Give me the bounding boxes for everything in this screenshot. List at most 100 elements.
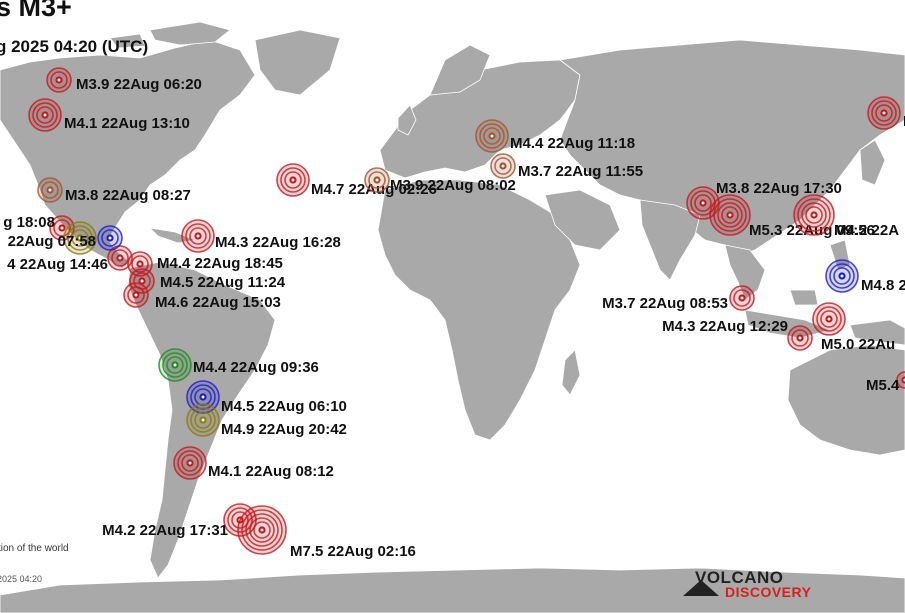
quake-ring <box>494 157 512 175</box>
quake-marker[interactable] <box>475 119 509 153</box>
quake-marker[interactable] <box>812 302 846 336</box>
quake-ring <box>53 219 71 237</box>
quake-epicenter-core <box>291 178 295 182</box>
quake-marker[interactable] <box>825 259 859 293</box>
land-masses <box>0 21 905 613</box>
quake-label[interactable]: 22Aug 07:58 <box>8 233 96 250</box>
quake-epicenter-core <box>490 134 494 138</box>
quake-marker[interactable] <box>793 194 835 236</box>
quake-label[interactable]: M4.6 22Aug 15:03 <box>155 294 281 311</box>
quake-label[interactable]: M4.3 22Aug 12:29 <box>662 318 788 335</box>
quake-marker[interactable] <box>173 446 207 480</box>
quake-marker[interactable] <box>729 285 755 311</box>
quake-label[interactable]: M3.7 22Aug 11:55 <box>518 163 643 180</box>
quake-label[interactable]: M4.4 22Aug 11:18 <box>510 135 635 152</box>
quake-label[interactable]: M4.1 22Aug 13:10 <box>64 115 190 132</box>
quake-label[interactable]: M4.2 22A <box>834 222 899 239</box>
quake-marker[interactable] <box>237 505 287 555</box>
quake-label[interactable]: M4.5 22Aug 06:10 <box>221 398 347 415</box>
quake-epicenter-core <box>196 234 200 238</box>
quake-label[interactable]: M4.3 22Aug 16:28 <box>215 234 341 251</box>
quake-label[interactable]: M4.4 22Aug 18:45 <box>157 255 283 272</box>
quake-ring <box>801 202 827 228</box>
quake-ring <box>820 310 838 328</box>
quake-marker[interactable] <box>37 177 63 203</box>
quake-marker[interactable] <box>709 194 751 236</box>
quake-ring <box>791 329 809 347</box>
quake-label[interactable]: M3.9 22Aug 08:02 <box>390 177 516 194</box>
volcano-logo-icon <box>683 580 719 596</box>
quake-marker[interactable] <box>63 221 97 255</box>
quake-ring <box>249 517 275 543</box>
quake-marker[interactable] <box>107 245 133 271</box>
quake-ring <box>479 123 505 149</box>
quake-marker[interactable] <box>158 348 192 382</box>
quake-marker[interactable] <box>490 153 516 179</box>
quake-epicenter-core <box>798 336 802 340</box>
quake-marker[interactable] <box>97 225 123 251</box>
quake-label[interactable]: M4.4 22Aug 09:36 <box>193 359 319 376</box>
quake-label[interactable]: g 18:08 <box>3 214 55 231</box>
quake-label[interactable]: M3.8 22Aug 08:27 <box>65 187 191 204</box>
quake-label[interactable]: M4.2 22Aug 17:31 <box>102 522 228 539</box>
quake-label[interactable]: M3.7 22Aug 08:53 <box>602 295 728 312</box>
quake-marker[interactable] <box>28 98 62 132</box>
quake-marker[interactable] <box>186 403 220 437</box>
quake-epicenter-core <box>375 178 379 182</box>
quake-epicenter-core <box>728 213 732 217</box>
quake-ring <box>280 167 306 193</box>
quake-epicenter-core <box>740 296 744 300</box>
indonesia <box>744 289 832 339</box>
logo-line-2: DISCOVERY <box>725 584 812 600</box>
quake-ring <box>190 407 216 433</box>
quake-label[interactable]: M5.4 <box>866 377 900 394</box>
logo-line-1: VOLCANO <box>695 568 784 587</box>
quake-epicenter-core <box>60 226 64 230</box>
quake-epicenter-core <box>57 78 61 82</box>
quake-epicenter-core <box>140 279 144 283</box>
quake-marker[interactable] <box>364 167 390 193</box>
quake-label[interactable]: M4.8 2 <box>861 277 905 294</box>
quake-ring <box>194 411 212 429</box>
quake-label[interactable]: 4 22Aug 14:46 <box>7 256 108 273</box>
volcano-discovery-logo[interactable]: VOLCANO DISCOVERY <box>683 568 833 608</box>
quake-epicenter-core <box>78 236 82 240</box>
antarctica <box>0 567 905 613</box>
quake-label[interactable]: M4.5 22Aug 11:24 <box>160 274 286 291</box>
quake-ring <box>127 286 145 304</box>
japan <box>859 139 886 186</box>
quake-marker[interactable] <box>276 163 310 197</box>
quake-epicenter-core <box>118 256 122 260</box>
quake-ring <box>713 198 747 232</box>
quake-ring <box>101 229 119 247</box>
indochina <box>724 244 766 301</box>
greenland <box>254 29 341 96</box>
quake-marker[interactable] <box>186 380 220 414</box>
quake-ring <box>368 171 386 189</box>
quake-ring <box>241 509 283 551</box>
quake-marker[interactable] <box>123 282 149 308</box>
scandinavia <box>429 44 491 96</box>
quake-marker[interactable] <box>46 67 72 93</box>
quake-label[interactable]: M4.7 22Aug 02:26 <box>311 181 437 198</box>
quake-label[interactable]: M4.9 22Aug 20:42 <box>221 421 347 438</box>
quake-epicenter-core <box>138 262 142 266</box>
australia <box>787 344 905 456</box>
quake-label[interactable]: M4.1 22Aug 08:12 <box>208 463 334 480</box>
quake-marker[interactable] <box>787 325 813 351</box>
quake-label[interactable]: M <box>903 113 905 130</box>
quake-epicenter <box>901 376 905 384</box>
quake-marker[interactable] <box>181 219 215 253</box>
new-guinea <box>849 319 905 346</box>
quake-label[interactable]: M7.5 22Aug 02:16 <box>290 543 416 560</box>
quake-label[interactable]: M3.8 22Aug 17:30 <box>716 180 842 197</box>
quake-ring <box>162 352 188 378</box>
quake-marker[interactable] <box>867 96 901 130</box>
quake-ring <box>177 450 203 476</box>
quake-label[interactable]: M3.9 22Aug 06:20 <box>76 76 202 93</box>
quake-ring <box>717 202 743 228</box>
quake-ring <box>227 507 253 533</box>
quake-label[interactable]: M5.0 22Au <box>821 336 895 353</box>
